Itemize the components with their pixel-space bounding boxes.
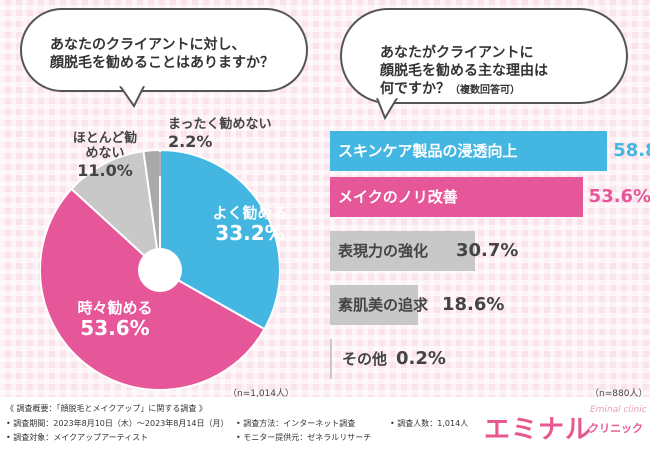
pie-chart [40, 150, 280, 390]
logo-script: Eminal clinic [590, 405, 647, 415]
pie-label-yoku-name: よく勧める [212, 204, 288, 222]
bar-label-3: 素肌美の追求 [338, 296, 429, 314]
bar-label-0: スキンケア製品の浸透向上 [338, 142, 518, 160]
bar-label-1: メイクのノリ改善 [338, 188, 458, 206]
survey-method: • 調査方法：インターネット調査 [236, 419, 356, 428]
right-question-bubble [340, 8, 628, 104]
logo-sub: クリニック [588, 422, 643, 435]
left-question: あなたのクライアントに対し、 顔脱毛を勧めることはありますか？ [50, 37, 274, 71]
survey-provider: • モニター提供元：ゼネラルリサーチ [236, 433, 372, 442]
bar-value-0: 58.8% [613, 140, 650, 161]
right-bubble-tail [376, 98, 398, 120]
pie-label-hotondo-name: ほとんど勧めない [72, 131, 138, 161]
pie-label-hotondo: ほとんど勧めない 11.0% [70, 131, 140, 180]
left-bubble-tail [119, 86, 145, 108]
pie-label-tokidoki-name: 時々勧める [77, 299, 153, 317]
pie-slice-0 [159, 150, 280, 331]
pie-label-mattaku-name: まったく勧めない [168, 117, 272, 132]
left-sample-note: （n=1,014人） [228, 389, 295, 399]
right-sample-note: （n=880人） [590, 389, 648, 399]
survey-summary: 《 調査概要：「顔脱毛とメイクアップ」に関する調査 》 [6, 404, 207, 413]
bar-value-2: 30.7% [456, 240, 519, 261]
pie-slice-2 [70, 150, 162, 273]
bar-4 [330, 339, 332, 379]
bar-0 [330, 131, 608, 171]
pie-callout-line [159, 152, 161, 176]
logo-main: エミナル [484, 415, 593, 445]
left-question-bubble [20, 8, 308, 92]
bar-value-1: 53.6% [588, 186, 650, 207]
pie-label-tokidoki-value: 53.6% [80, 316, 150, 341]
pie-label-yoku-value: 33.2% [215, 221, 285, 246]
pie-label-yoku: よく勧める 33.2% [200, 204, 300, 246]
pie-center-hole [138, 248, 182, 292]
survey-target: • 調査対象：メイクアップアーティスト [6, 433, 149, 442]
bar-value-3: 18.6% [442, 294, 505, 315]
survey-period: • 調査期間：2023年8月10日（木）〜2023年8月14日（月） [6, 419, 229, 428]
bar-1 [330, 177, 583, 217]
bar-value-4: 0.2% [396, 348, 446, 369]
pie-label-tokidoki: 時々勧める 53.6% [60, 299, 170, 341]
right-question: あなたがクライアントに 顔脱毛を勧める主な理由は 何ですか？（複数回答可） [380, 26, 610, 100]
pie-label-mattaku-value: 2.2% [168, 131, 213, 151]
pie-slice-3 [142, 150, 161, 271]
footer [0, 397, 650, 450]
pie-label-mattaku: まったく勧めない 2.2% [168, 117, 288, 151]
bar-2 [330, 231, 475, 271]
bar-label-2: 表現力の強化 [338, 242, 429, 260]
bar-label-4: その他 [342, 350, 388, 368]
bar-3 [330, 285, 418, 325]
survey-count: • 調査人数：1,014人 [390, 419, 469, 428]
right-question-main: あなたがクライアントに 顔脱毛を勧める主な理由は 何ですか？ [380, 45, 548, 97]
pie-label-hotondo-value: 11.0% [77, 160, 133, 180]
right-question-sub: （複数回答可） [450, 85, 520, 96]
